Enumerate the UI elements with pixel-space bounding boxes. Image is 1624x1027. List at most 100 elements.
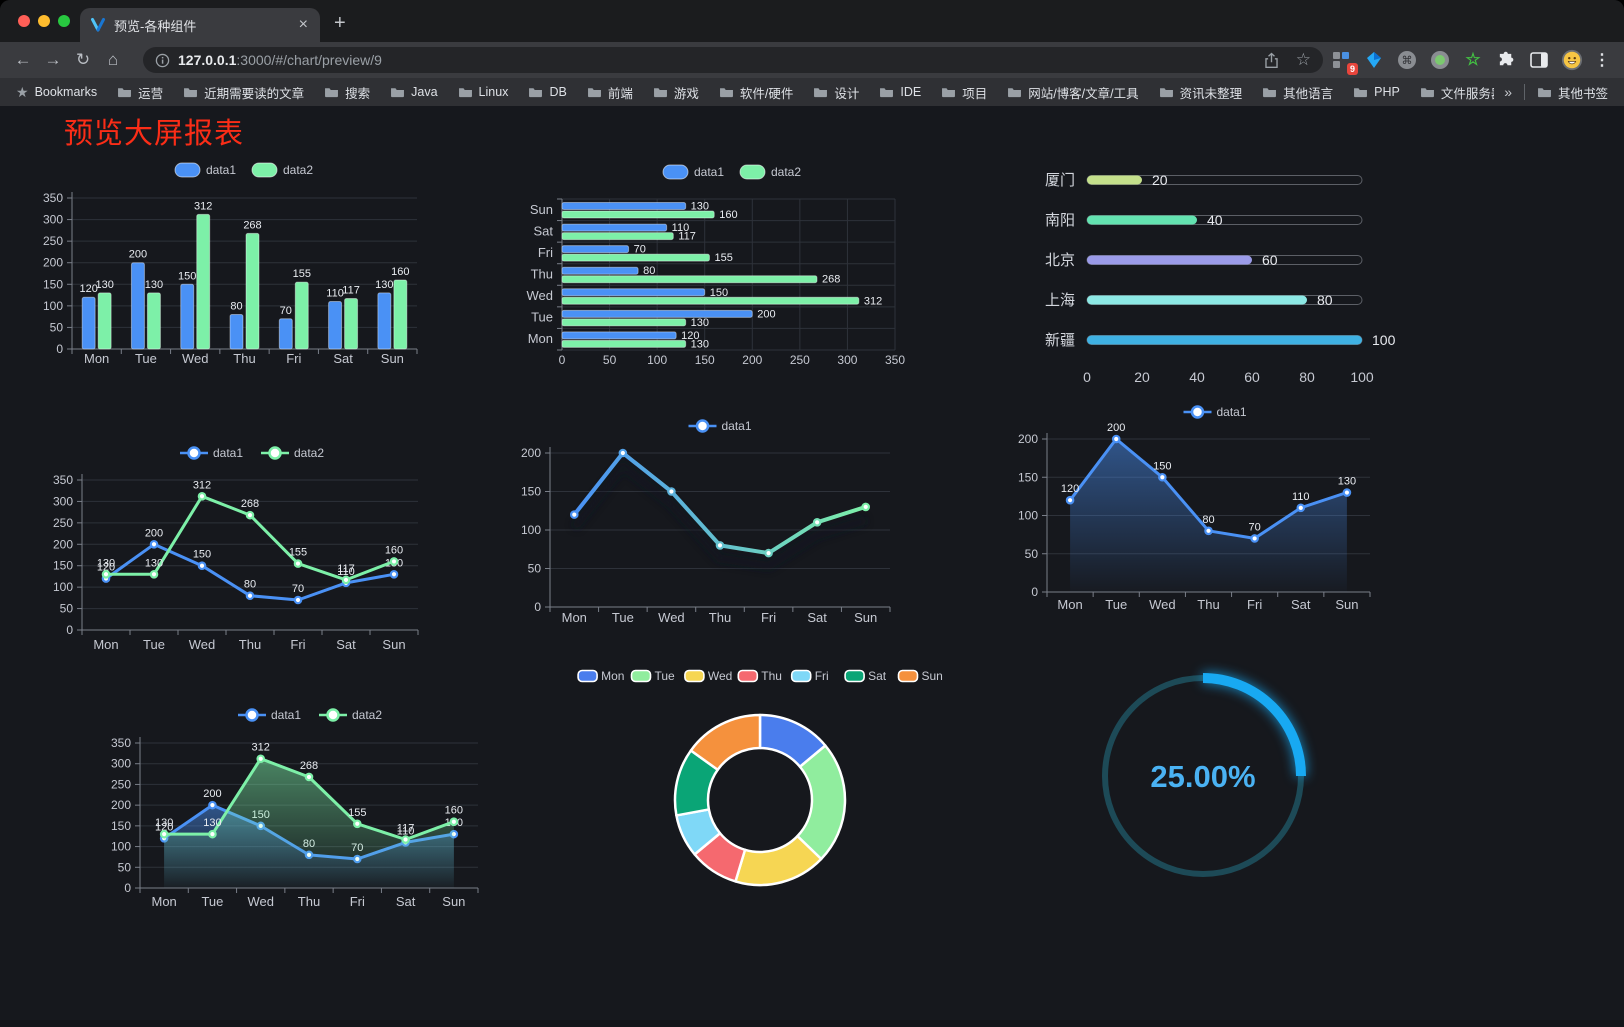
close-window-button[interactable] — [18, 15, 30, 27]
data-point[interactable] — [569, 510, 579, 519]
bookmark-folder[interactable]: Linux — [458, 85, 508, 99]
bookmark-folder[interactable]: 设计 — [813, 83, 859, 102]
reload-icon[interactable]: ↻ — [75, 50, 91, 69]
bar[interactable] — [561, 296, 860, 305]
legend-item[interactable]: data1 — [662, 164, 724, 180]
bookmarks-overflow-button[interactable]: » — [1504, 84, 1512, 100]
chart-line-gradient[interactable]: data1 0 50 100 150 200 Mon Tue Wed Thu Fri Sat Sun — [505, 400, 905, 635]
bookmark-folder[interactable]: 游戏 — [653, 83, 699, 102]
bar[interactable] — [561, 266, 639, 275]
extension-kite-icon[interactable] — [1363, 49, 1385, 71]
bookmark-folder[interactable]: 运营 — [117, 83, 163, 102]
profile-avatar[interactable] — [1561, 49, 1583, 71]
chart-bar-vertical[interactable]: data1 data2 0 50 100 150 200 250 300 350 Mon Tue Wed… — [35, 150, 435, 378]
bar[interactable] — [393, 279, 408, 350]
data-point[interactable] — [1342, 488, 1352, 497]
chart-donut[interactable]: Mon Tue Wed Thu Fri Sat Sun — [560, 660, 960, 900]
bar[interactable] — [180, 283, 195, 350]
legend-item[interactable]: Wed — [684, 669, 732, 683]
legend-item[interactable]: data1 — [174, 162, 236, 178]
share-icon[interactable] — [1263, 52, 1280, 69]
bookmarks-manager[interactable]: ★ Bookmarks — [16, 84, 97, 101]
bar[interactable] — [561, 331, 677, 340]
data-point[interactable] — [1158, 472, 1167, 482]
data-point[interactable] — [245, 510, 255, 520]
bar[interactable] — [344, 298, 359, 350]
fullscreen-window-button[interactable] — [58, 15, 70, 27]
extension-star-icon[interactable]: ☆ — [1465, 50, 1481, 69]
data-point[interactable] — [352, 819, 362, 829]
site-info-icon[interactable] — [155, 53, 170, 68]
data-point[interactable] — [667, 487, 676, 496]
legend-item[interactable]: Thu — [737, 669, 782, 683]
browser-tab[interactable]: 预览-各种组件 × — [80, 8, 320, 42]
forward-icon[interactable]: → — [44, 50, 62, 69]
bookmark-folder[interactable]: 软件/硬件 — [719, 83, 793, 102]
bar[interactable] — [146, 292, 161, 350]
data-point[interactable] — [389, 569, 399, 579]
data-point[interactable] — [449, 817, 459, 827]
tab-close-icon[interactable]: × — [298, 16, 308, 33]
data-point[interactable] — [208, 829, 217, 839]
bookmark-folder[interactable]: 文件服务器 — [1420, 83, 1494, 102]
data-point[interactable] — [1065, 495, 1075, 505]
data-point[interactable] — [401, 835, 410, 844]
data-point[interactable] — [1111, 434, 1121, 444]
bookmark-star-icon[interactable]: ☆ — [1295, 50, 1311, 69]
legend-item[interactable]: data2 — [261, 446, 324, 460]
bar[interactable] — [245, 232, 260, 350]
legend-item[interactable]: data2 — [319, 708, 382, 722]
legend-item[interactable]: data2 — [739, 164, 801, 180]
side-panel-icon[interactable] — [1528, 49, 1550, 71]
chart-bar-horizontal[interactable]: data1 data2 0 50 100 150 200 250 300 350 Sun 130 160… — [505, 150, 905, 378]
data-point[interactable] — [208, 800, 217, 810]
data-point[interactable] — [389, 557, 399, 566]
bar[interactable] — [561, 223, 668, 232]
legend-item[interactable]: Fri — [790, 669, 829, 683]
bookmark-folder[interactable]: 其他语言 — [1262, 83, 1333, 102]
data-point[interactable] — [304, 772, 314, 782]
bar[interactable] — [561, 309, 753, 318]
data-point[interactable] — [159, 829, 169, 839]
bar[interactable] — [294, 281, 309, 350]
bar[interactable] — [229, 313, 244, 350]
extension-grid-icon[interactable]: 9 — [1330, 49, 1358, 75]
legend-item[interactable]: data1 — [238, 708, 301, 722]
chart-area-two-series[interactable]: data1 data2 0 50 100 150 200 250 300 350 Mon Tue Wed… — [95, 690, 515, 922]
bar[interactable] — [97, 292, 112, 350]
data-point[interactable] — [149, 569, 159, 579]
bookmark-folder[interactable]: 项目 — [941, 83, 987, 102]
extension-command-icon[interactable]: ⌘ — [1396, 49, 1418, 71]
progress-bar[interactable] — [1087, 295, 1307, 305]
bookmark-folder[interactable]: Java — [390, 85, 438, 99]
progress-bar[interactable] — [1087, 335, 1362, 345]
data-point[interactable] — [101, 569, 111, 579]
other-bookmarks-folder[interactable]: 其他书签 — [1537, 83, 1608, 102]
chart-area-single[interactable]: data1 0 50 100 150 200 Mon Tue Wed Thu Fri Sat Sun 12… — [985, 390, 1385, 622]
legend-item[interactable]: Sun — [897, 669, 943, 683]
extensions-puzzle-icon[interactable] — [1495, 49, 1517, 71]
bar[interactable] — [561, 202, 687, 210]
legend-item[interactable]: Tue — [630, 669, 676, 683]
legend-item[interactable]: data1 — [180, 446, 243, 460]
bookmark-folder[interactable]: IDE — [879, 85, 921, 99]
progress-bar[interactable] — [1087, 215, 1197, 225]
data-point[interactable] — [293, 595, 303, 605]
bookmark-folder[interactable]: 资讯未整理 — [1159, 83, 1242, 102]
bar[interactable] — [561, 210, 715, 219]
progress-bar[interactable] — [1087, 255, 1252, 265]
bar[interactable] — [130, 262, 145, 350]
chart-gauge[interactable]: 25.00% — [1085, 658, 1325, 898]
bar[interactable] — [561, 339, 687, 348]
bar[interactable] — [561, 245, 630, 254]
bar[interactable] — [561, 232, 674, 241]
bookmark-folder[interactable]: 前端 — [587, 83, 633, 102]
bar[interactable] — [196, 213, 211, 350]
chart-progress-bars[interactable]: 厦门 20 南阳 40 北京 60 上海 80 新疆 100 0 20 40 60 80 100 — [990, 150, 1420, 395]
bar[interactable] — [328, 301, 343, 350]
chart-line-two-series[interactable]: data1 data2 0 50 100 150 200 250 300 350 Mon Tue Wed… — [35, 440, 455, 658]
data-point[interactable] — [764, 548, 773, 558]
pie-slice[interactable] — [689, 713, 762, 771]
data-point[interactable] — [1250, 534, 1259, 543]
data-point[interactable] — [293, 559, 303, 568]
